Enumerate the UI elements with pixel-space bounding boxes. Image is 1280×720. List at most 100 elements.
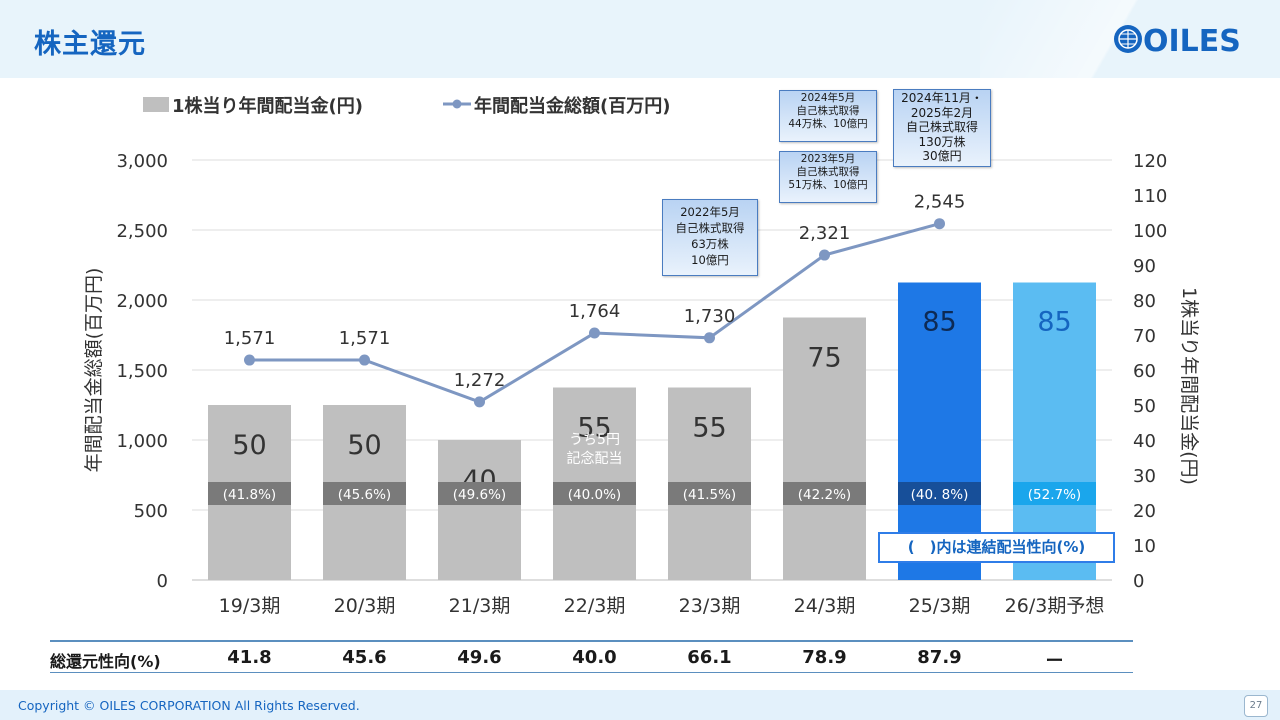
svg-text:OILES: OILES	[1143, 24, 1241, 59]
callout-buyback-2024-2025: 2024年11月・ 2025年2月 自己株式取得 130万株 30億円	[893, 89, 991, 167]
left-tick-label: 2,000	[116, 291, 168, 312]
line-data-label: 1,571	[339, 328, 391, 349]
total-return-value: 87.9	[917, 647, 962, 668]
right-tick-label: 90	[1133, 256, 1156, 277]
category-label: 25/3期	[909, 595, 971, 617]
callout-buyback-2024: 2024年5月 自己株式取得 44万株、10億円	[779, 90, 877, 142]
total-return-value: 41.8	[227, 647, 272, 668]
copyright-text: Copyright © OILES CORPORATION All Rights…	[18, 698, 360, 713]
total-return-value: 66.1	[687, 647, 732, 668]
legend-bar-swatch	[143, 97, 169, 112]
category-label: 19/3期	[219, 595, 281, 617]
bar-value-label: 50	[232, 430, 266, 461]
category-label: 20/3期	[334, 595, 396, 617]
right-tick-label: 120	[1133, 151, 1167, 172]
category-label: 23/3期	[679, 595, 741, 617]
total-return-value: 45.6	[342, 647, 387, 668]
payout-band	[1013, 482, 1096, 505]
payout-band	[323, 482, 406, 505]
line-point	[359, 354, 370, 366]
left-tick-label: 1,500	[116, 361, 168, 382]
oiles-logo: OILES	[1114, 24, 1241, 59]
payout-band	[783, 482, 866, 505]
left-tick-label: 2,500	[116, 221, 168, 242]
line-point	[244, 354, 255, 366]
payout-band	[898, 482, 981, 505]
callout-buyback-2023: 2023年5月 自己株式取得 51万株、10億円	[779, 151, 877, 203]
callout-buyback-2022: 2022年5月 自己株式取得 63万株 10億円	[662, 199, 758, 276]
legend-line-marker	[452, 99, 462, 109]
payout-band	[208, 482, 291, 505]
right-tick-label: 10	[1133, 536, 1156, 557]
bar-value-label: 55	[577, 413, 611, 444]
line-point	[934, 218, 945, 230]
right-tick-label: 100	[1133, 221, 1167, 242]
bar-value-label: 85	[922, 307, 956, 338]
line-point	[474, 396, 485, 408]
bar-26/3期予想	[1013, 282, 1096, 580]
bar-value-label: 55	[692, 413, 726, 444]
total-return-value: 40.0	[572, 647, 617, 668]
payout-ratio-note: ( )内は連結配当性向(%)	[878, 532, 1115, 563]
left-tick-label: 3,000	[116, 151, 168, 172]
right-tick-label: 110	[1133, 186, 1167, 207]
left-tick-label: 1,000	[116, 431, 168, 452]
line-data-label: 1,730	[684, 306, 736, 327]
right-tick-label: 30	[1133, 466, 1156, 487]
bar-value-label: 85	[1037, 307, 1071, 338]
left-tick-label: 500	[134, 501, 168, 522]
right-tick-label: 0	[1133, 571, 1144, 592]
line-point	[704, 332, 715, 344]
footer-bar	[0, 690, 1280, 720]
right-axis-title: 1株当り年間配当金(円)	[1178, 287, 1200, 485]
category-label: 26/3期予想	[1005, 595, 1105, 617]
bar-21/3期	[438, 440, 521, 580]
table-top-rule	[50, 640, 1133, 642]
payout-ratio-label: (40.0%)	[568, 487, 621, 503]
category-label: 21/3期	[449, 595, 511, 617]
total-return-label: 総還元性向(%)	[50, 652, 161, 671]
total-return-value: 49.6	[457, 647, 502, 668]
right-tick-label: 40	[1133, 431, 1156, 452]
line-data-label: 2,321	[799, 223, 851, 244]
payout-ratio-label: (49.6%)	[453, 487, 506, 503]
payout-ratio-label: (41.8%)	[223, 487, 276, 503]
legend-bar-label: 1株当り年間配当金(円)	[172, 95, 363, 117]
line-data-label: 1,571	[224, 328, 276, 349]
payout-ratio-label: (41.5%)	[683, 487, 736, 503]
commemorative-note: うち5円	[569, 432, 620, 448]
left-axis-title: 年間配当金総額(百万円)	[83, 268, 105, 473]
page-title: 株主還元	[34, 29, 146, 60]
table-bottom-rule	[50, 672, 1133, 673]
category-label: 22/3期	[564, 595, 626, 617]
page-number: 27	[1244, 695, 1268, 717]
right-tick-label: 20	[1133, 501, 1156, 522]
payout-band	[668, 482, 751, 505]
bar-value-label: 75	[807, 343, 841, 374]
line-data-label: 2,545	[914, 192, 966, 213]
right-tick-label: 60	[1133, 361, 1156, 382]
line-point	[819, 249, 830, 261]
bar-25/3期	[898, 282, 981, 580]
legend-line-label: 年間配当金総額(百万円)	[474, 95, 670, 117]
right-tick-label: 70	[1133, 326, 1156, 347]
payout-ratio-label: (42.2%)	[798, 487, 851, 503]
line-point	[589, 327, 600, 339]
bar-24/3期	[783, 317, 866, 580]
right-tick-label: 50	[1133, 396, 1156, 417]
line-data-label: 1,272	[454, 370, 506, 391]
payout-band	[553, 482, 636, 505]
right-tick-label: 80	[1133, 291, 1156, 312]
left-tick-label: 0	[157, 571, 168, 592]
total-return-value: 78.9	[802, 647, 847, 668]
line-data-label: 1,764	[569, 301, 621, 322]
total-return-value: ー	[1045, 651, 1064, 672]
payout-ratio-label: (52.7%)	[1028, 487, 1081, 503]
payout-ratio-label: (45.6%)	[338, 487, 391, 503]
payout-band	[438, 482, 521, 505]
dividend-chart: 0 500 1,000 1,500 2,000 2,500 3,000 0 10 20 30 40 50…	[83, 95, 1200, 617]
commemorative-note: 記念配当	[567, 450, 623, 467]
payout-ratio-label: (40. 8%)	[911, 487, 969, 503]
bar-value-label: 50	[347, 430, 381, 461]
category-label: 24/3期	[794, 595, 856, 617]
